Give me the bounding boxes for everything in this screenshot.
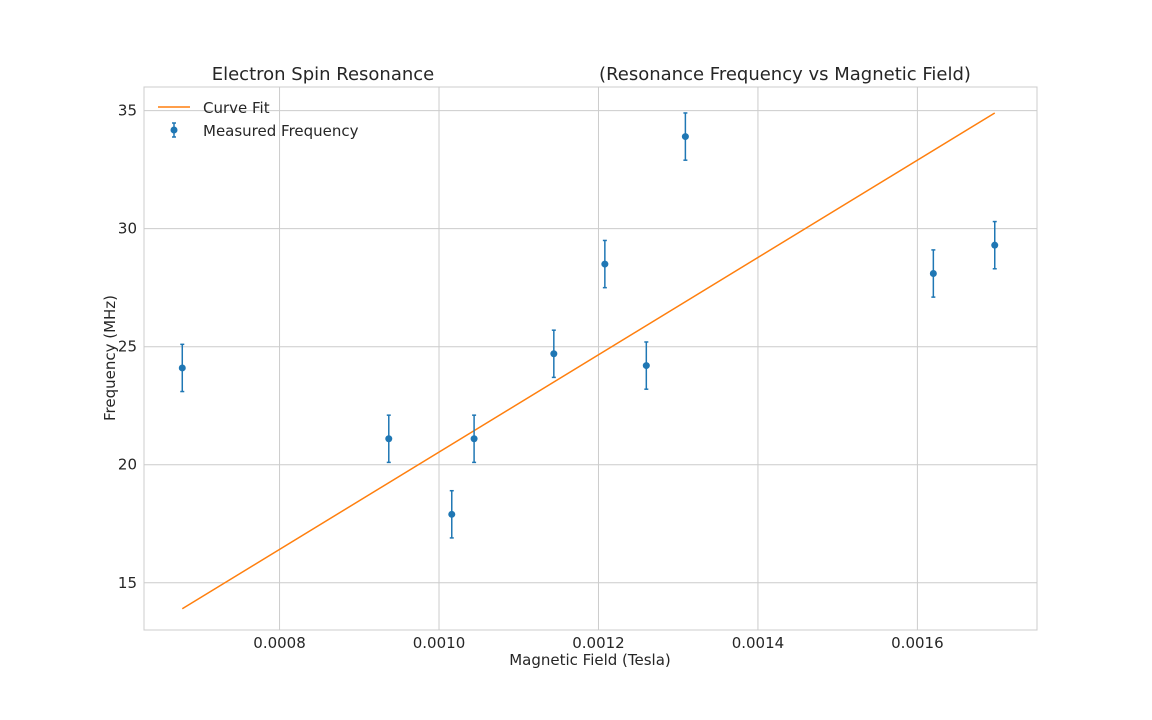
data-point (448, 489, 456, 539)
data-point (178, 343, 186, 393)
y-tick-label: 25 (118, 338, 137, 356)
x-tick-label: 0.0010 (413, 634, 466, 652)
data-marker (448, 510, 456, 518)
data-point (642, 341, 650, 390)
data-marker (550, 350, 558, 358)
x-axis-label: Magnetic Field (Tesla) (509, 651, 671, 669)
data-point (470, 414, 478, 464)
plot-frame (143, 86, 1038, 631)
x-tick-label: 0.0012 (572, 634, 625, 652)
y-tick-label: 15 (118, 574, 137, 592)
data-marker (385, 435, 393, 443)
y-axis-label: Frequency (MHz) (101, 295, 119, 421)
chart-title-left: Electron Spin Resonance (212, 64, 435, 85)
legend: Curve Fit Measured Frequency (158, 99, 359, 140)
data-marker (642, 362, 650, 370)
data-marker (601, 260, 609, 268)
data-point (929, 249, 937, 298)
x-tick-label: 0.0016 (891, 634, 944, 652)
grid (144, 87, 1037, 630)
legend-curve-fit-label: Curve Fit (203, 99, 270, 117)
curve-fit-series (181, 112, 996, 610)
curve-fit-line (181, 112, 996, 610)
y-tick-label: 35 (118, 102, 137, 120)
x-tick-label: 0.0008 (253, 634, 306, 652)
x-axis-ticks: 0.0008 0.0010 0.0012 0.0014 0.0016 (253, 634, 943, 652)
y-tick-label: 20 (118, 456, 137, 474)
chart-title-right: (Resonance Frequency vs Magnetic Field) (599, 64, 971, 85)
data-point (550, 329, 558, 379)
data-point (385, 414, 393, 464)
data-point (601, 239, 609, 289)
y-axis-ticks: 15 20 25 30 35 (118, 102, 137, 592)
data-marker (470, 435, 478, 443)
data-marker (991, 241, 999, 249)
measured-frequency-series (178, 112, 999, 539)
data-marker (681, 133, 689, 141)
x-tick-label: 0.0014 (732, 634, 785, 652)
data-marker (178, 364, 186, 372)
legend-measured-frequency-swatch (170, 122, 178, 138)
data-marker (929, 270, 937, 278)
y-tick-label: 30 (118, 220, 137, 238)
legend-measured-frequency-label: Measured Frequency (203, 122, 359, 140)
data-point (991, 220, 999, 270)
data-point (681, 112, 689, 161)
